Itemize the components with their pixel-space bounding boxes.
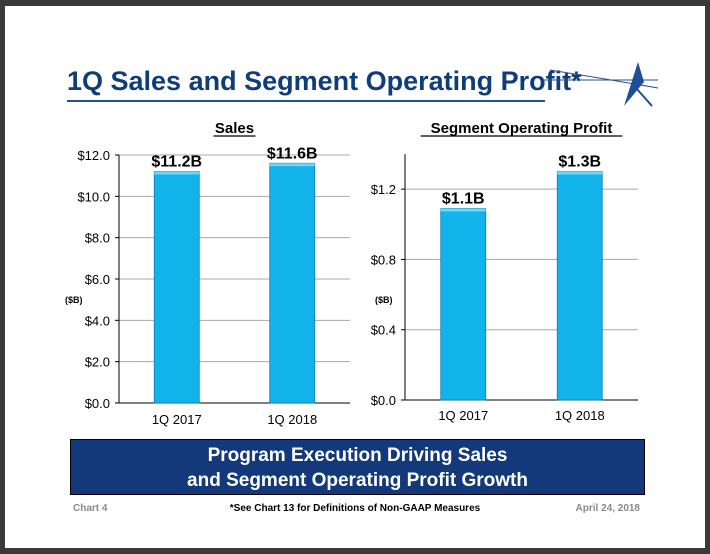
y-tick-label: $1.2 <box>371 182 396 197</box>
data-label: $11.2B <box>151 154 202 171</box>
y-tick-label: $8.0 <box>85 231 110 246</box>
category-label: 1Q 2017 <box>152 412 202 427</box>
banner-line-1: Program Execution Driving Sales <box>207 445 508 466</box>
category-label: 1Q 2018 <box>555 408 605 423</box>
y-tick-label: $10.0 <box>77 189 110 204</box>
bar <box>269 162 316 404</box>
banner-line-2: and Segment Operating Profit Growth <box>187 470 528 491</box>
slide-title: 1Q Sales and Segment Operating Profit* <box>67 66 582 96</box>
bar-highlight <box>154 171 200 175</box>
star-logo-icon <box>542 62 659 107</box>
footnote: *See Chart 13 for Definitions of Non-GAA… <box>229 503 481 514</box>
slide: 1Q Sales and Segment Operating Profit* S… <box>5 6 705 548</box>
category-label: 1Q 2017 <box>438 408 488 423</box>
y-axis-label: ($B) <box>375 295 393 305</box>
data-label: $1.1B <box>442 190 485 207</box>
chart-title: Sales <box>215 120 254 137</box>
y-tick-label: $0.0 <box>371 393 396 408</box>
bar <box>153 171 200 404</box>
y-tick-label: $4.0 <box>85 313 110 328</box>
y-tick-label: $2.0 <box>85 355 110 370</box>
y-tick-label: $0.0 <box>85 396 110 411</box>
title-underline <box>67 100 545 102</box>
y-tick-label: $0.4 <box>371 323 396 338</box>
y-tick-label: $12.0 <box>77 148 110 163</box>
bar <box>440 208 487 401</box>
y-axis-label: ($B) <box>65 295 83 305</box>
category-label: 1Q 2018 <box>267 412 317 427</box>
data-label: $1.3B <box>558 154 601 171</box>
data-label: $11.6B <box>267 145 318 162</box>
bar <box>556 171 603 401</box>
y-tick-label: $6.0 <box>85 272 110 287</box>
bar-highlight <box>440 208 486 212</box>
bar-highlight <box>269 163 315 167</box>
charts-area: Sales $0.0 $2.0 $4.0 $6.0 $8.0 $10.0 $12.0 ($B) $… <box>65 120 638 427</box>
slide-date: April 24, 2018 <box>575 503 640 514</box>
chart-title: Segment Operating Profit <box>431 120 613 137</box>
bar-highlight <box>557 171 603 175</box>
summary-banner: Program Execution Driving Sales and Segm… <box>70 439 645 495</box>
y-tick-label: $0.8 <box>371 252 396 267</box>
chart-number: Chart 4 <box>73 503 108 514</box>
